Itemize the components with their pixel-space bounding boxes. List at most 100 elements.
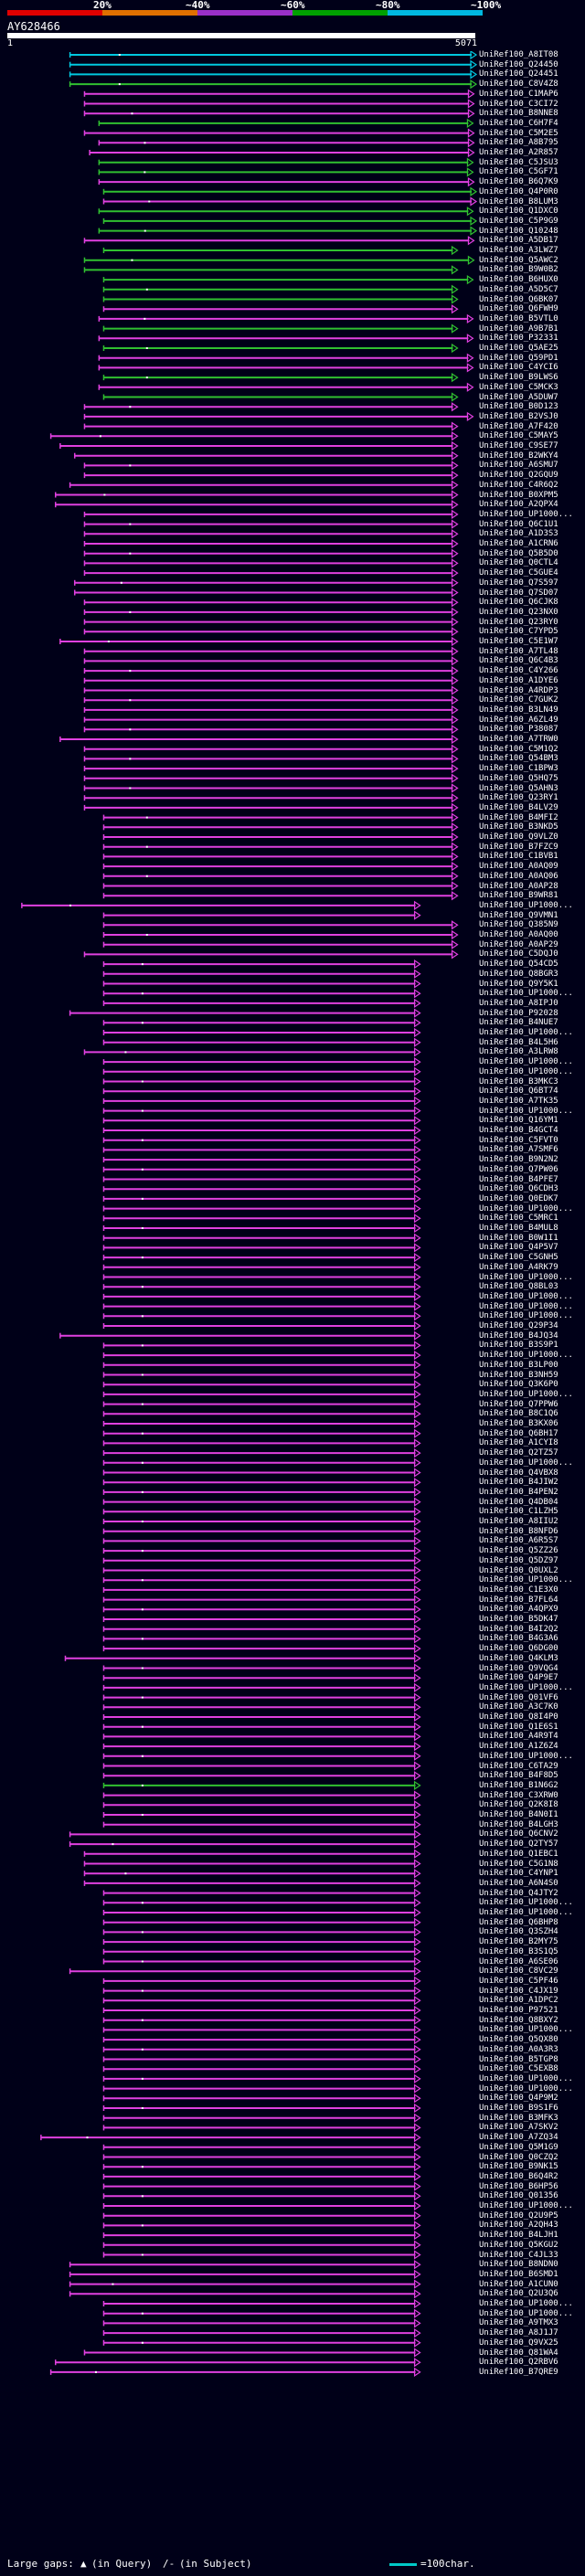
hit-label[interactable]: UniRef100_B2WKY4 (479, 451, 558, 461)
hit-label[interactable]: UniRef100_B4JIW2 (479, 1478, 558, 1488)
hit-label[interactable]: UniRef100_B3S9P1 (479, 1341, 558, 1351)
alignment-row[interactable] (59, 440, 459, 451)
alignment-row[interactable] (102, 1732, 421, 1742)
hit-label[interactable]: UniRef100_B4PFE7 (479, 1174, 558, 1184)
alignment-row[interactable] (83, 1859, 421, 1869)
hit-label[interactable]: UniRef100_C5GF71 (479, 167, 558, 177)
hit-label[interactable]: UniRef100_B0XPM5 (479, 490, 558, 500)
hit-label[interactable]: UniRef100_Q5M1G9 (479, 2142, 558, 2152)
alignment-row[interactable] (102, 1428, 421, 1438)
alignment-row[interactable] (98, 334, 474, 344)
hit-label[interactable]: UniRef100_C5G1N8 (479, 1859, 558, 1869)
hit-label[interactable]: UniRef100_UP1000... (479, 989, 573, 999)
hit-label[interactable]: UniRef100_B5TGP8 (479, 2054, 558, 2064)
hit-label[interactable]: UniRef100_Q6BH17 (479, 1428, 558, 1438)
alignment-row[interactable] (102, 1624, 421, 1634)
alignment-row[interactable] (102, 1145, 421, 1155)
alignment-row[interactable] (98, 313, 474, 324)
alignment-row[interactable] (102, 1487, 421, 1498)
hit-label[interactable]: UniRef100_Q10248 (479, 226, 558, 236)
alignment-row[interactable] (83, 744, 459, 754)
hit-label[interactable]: UniRef100_UP1000... (479, 2308, 573, 2318)
alignment-row[interactable] (102, 2171, 421, 2182)
alignment-row[interactable] (83, 675, 459, 685)
hit-label[interactable]: UniRef100_A7SMF6 (479, 1145, 558, 1155)
alignment-row[interactable] (102, 1663, 421, 1673)
hit-label[interactable]: UniRef100_Q6DG00 (479, 1644, 558, 1654)
alignment-row[interactable] (98, 353, 474, 363)
alignment-row[interactable] (49, 2367, 421, 2378)
hit-label[interactable]: UniRef100_UP1000... (479, 2299, 573, 2308)
alignment-row[interactable] (83, 421, 459, 431)
hit-label[interactable]: UniRef100_Q6CNV2 (479, 1829, 558, 1839)
alignment-row[interactable] (102, 861, 459, 872)
alignment-row[interactable] (102, 1370, 421, 1380)
hit-label[interactable]: UniRef100_Q4P5V7 (479, 1243, 558, 1253)
alignment-row[interactable] (102, 2025, 421, 2035)
alignment-row[interactable] (102, 2318, 421, 2328)
hit-label[interactable]: UniRef100_Q9VMN1 (479, 910, 558, 920)
hit-label[interactable]: UniRef100_B4LGH3 (479, 1819, 558, 1829)
hit-label[interactable]: UniRef100_Q6FWH9 (479, 304, 558, 314)
alignment-row[interactable] (102, 2005, 421, 2016)
alignment-row[interactable] (102, 216, 478, 227)
alignment-row[interactable] (102, 1761, 421, 1771)
hit-label[interactable]: UniRef100_Q2TY57 (479, 1839, 558, 1850)
alignment-row[interactable] (102, 1458, 421, 1468)
alignment-row[interactable] (83, 1849, 421, 1859)
alignment-row[interactable] (102, 1595, 421, 1605)
alignment-row[interactable] (83, 715, 459, 725)
hit-label[interactable]: UniRef100_Q01356 (479, 2191, 558, 2201)
hit-label[interactable]: UniRef100_A9B7B1 (479, 323, 558, 334)
alignment-row[interactable] (69, 1966, 421, 1977)
alignment-row[interactable] (102, 1087, 421, 1097)
hit-label[interactable]: UniRef100_Q6CDH3 (479, 1184, 558, 1194)
alignment-row[interactable] (102, 910, 421, 920)
hit-label[interactable]: UniRef100_Q7PPW6 (479, 1399, 558, 1409)
alignment-row[interactable] (54, 500, 459, 510)
alignment-row[interactable] (102, 1898, 421, 1908)
hit-label[interactable]: UniRef100_Q3K6P0 (479, 1380, 558, 1390)
alignment-row[interactable] (83, 128, 475, 138)
alignment-row[interactable] (102, 871, 459, 881)
alignment-row[interactable] (98, 176, 475, 187)
hit-label[interactable]: UniRef100_B6HUX0 (479, 275, 558, 285)
hit-label[interactable]: UniRef100_Q8BGR3 (479, 969, 558, 979)
hit-label[interactable]: UniRef100_UP1000... (479, 1898, 573, 1908)
hit-label[interactable]: UniRef100_UP1000... (479, 1908, 573, 1917)
alignment-row[interactable] (83, 754, 459, 764)
hit-label[interactable]: UniRef100_B9WR81 (479, 891, 558, 901)
alignment-row[interactable] (102, 929, 459, 940)
hit-label[interactable]: UniRef100_A6ZL49 (479, 715, 558, 725)
alignment-row[interactable] (83, 705, 459, 716)
alignment-row[interactable] (102, 1643, 421, 1654)
hit-label[interactable]: UniRef100_B0D123 (479, 402, 558, 412)
alignment-row[interactable] (102, 1301, 421, 1311)
hit-label[interactable]: UniRef100_C1BVB1 (479, 852, 558, 862)
alignment-row[interactable] (83, 1047, 421, 1057)
hit-label[interactable]: UniRef100_C4Y266 (479, 666, 558, 676)
hit-label[interactable]: UniRef100_B4LV29 (479, 802, 558, 812)
alignment-row[interactable] (83, 109, 475, 119)
alignment-row[interactable] (59, 1330, 421, 1341)
alignment-row[interactable] (102, 2064, 421, 2074)
alignment-row[interactable] (102, 2250, 421, 2260)
hit-label[interactable]: UniRef100_A0AP29 (479, 939, 558, 949)
alignment-row[interactable] (102, 1507, 421, 1517)
hit-label[interactable]: UniRef100_A1CRN6 (479, 539, 558, 548)
hit-label[interactable]: UniRef100_A4R9T4 (479, 1732, 558, 1742)
hit-label[interactable]: UniRef100_Q5B5D0 (479, 548, 558, 558)
hit-label[interactable]: UniRef100_A1Z6Z4 (479, 1742, 558, 1752)
hit-label[interactable]: UniRef100_Q16YM1 (479, 1116, 558, 1126)
hit-label[interactable]: UniRef100_Q54BM3 (479, 754, 558, 764)
hit-label[interactable]: UniRef100_Q9Y5K1 (479, 979, 558, 989)
alignment-row[interactable] (69, 1008, 421, 1018)
alignment-row[interactable] (98, 138, 475, 148)
hit-label[interactable]: UniRef100_A7F420 (479, 421, 558, 431)
hit-label[interactable]: UniRef100_B2MY75 (479, 1937, 558, 1947)
alignment-row[interactable] (102, 1545, 421, 1556)
hit-label[interactable]: UniRef100_A7TK35 (479, 1096, 558, 1106)
alignment-row[interactable] (102, 1555, 421, 1565)
hit-label[interactable]: UniRef100_P38087 (479, 725, 558, 735)
alignment-row[interactable] (102, 1888, 421, 1898)
